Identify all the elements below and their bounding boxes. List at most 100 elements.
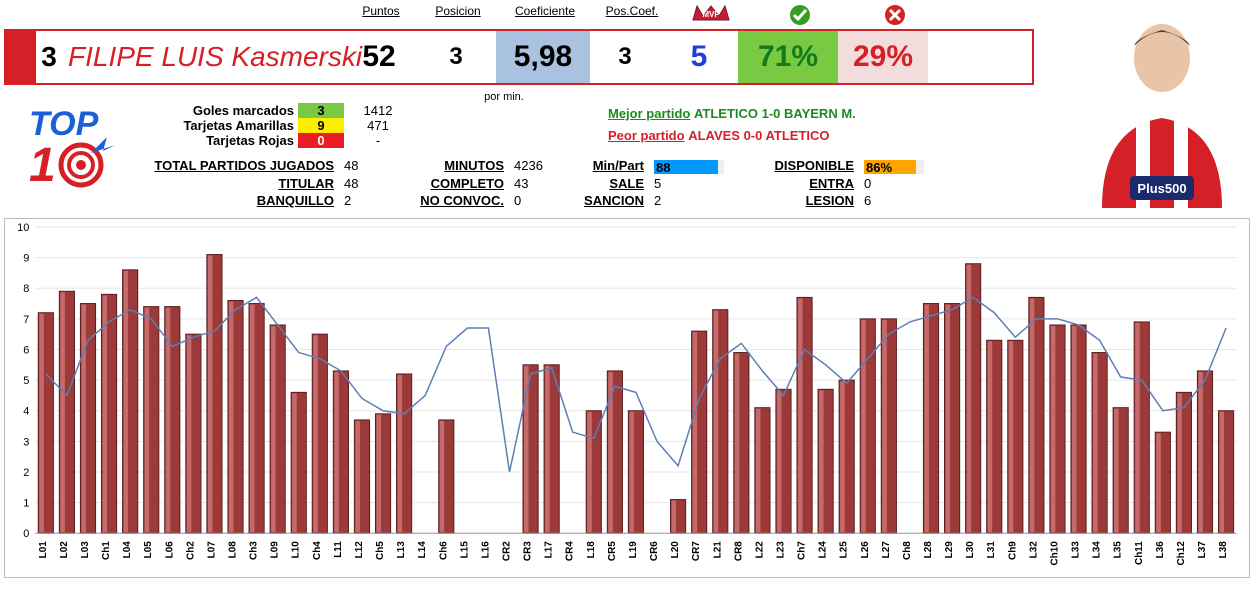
best-label: Mejor partido	[608, 106, 690, 121]
svg-text:L28: L28	[923, 540, 934, 558]
svg-text:6: 6	[23, 344, 29, 356]
totals-grid: TOTAL PARTIDOS JUGADOS48 MINUTOS4236 Min…	[134, 158, 1084, 208]
player-summary-row: 3 FILIPE LUIS Kasmerski 52 3 5,98 3 5 71…	[4, 29, 1034, 85]
header-labels: Puntos Posicion Coeficiente Pos.Coef. MV…	[4, 4, 1250, 29]
rojas-value: 0	[298, 133, 344, 148]
svg-text:CR6: CR6	[649, 540, 660, 560]
svg-text:0: 0	[23, 528, 29, 540]
sancion-v: 2	[654, 193, 734, 208]
svg-text:L34: L34	[1092, 540, 1103, 558]
svg-text:L32: L32	[1028, 540, 1039, 558]
svg-text:L25: L25	[839, 540, 850, 558]
svg-text:L08: L08	[228, 540, 239, 558]
svg-text:L24: L24	[818, 540, 829, 558]
disp-k: DISPONIBLE	[744, 158, 854, 174]
accent-bar	[6, 31, 36, 83]
svg-text:L07: L07	[206, 540, 217, 558]
svg-text:L03: L03	[80, 540, 91, 558]
svg-text:L31: L31	[986, 540, 997, 558]
completo-k: COMPLETO	[384, 176, 504, 191]
svg-text:L36: L36	[1155, 540, 1166, 558]
svg-text:L17: L17	[544, 540, 555, 558]
svg-text:L01: L01	[38, 540, 49, 558]
svg-text:L09: L09	[270, 540, 281, 558]
sale-k: SALE	[554, 176, 644, 191]
svg-text:L33: L33	[1071, 540, 1082, 558]
svg-text:1: 1	[29, 139, 56, 191]
svg-text:L15: L15	[459, 540, 470, 558]
rojas-label: Tarjetas Rojas	[134, 133, 294, 148]
svg-text:L06: L06	[164, 540, 175, 558]
svg-text:Ch11: Ch11	[1134, 540, 1145, 564]
points-value: 52	[342, 31, 416, 83]
svg-text:L27: L27	[881, 540, 892, 558]
ratings-chart: 012345678910L01L02L03Ch1L04L05L06Ch2L07L…	[4, 218, 1250, 578]
hdr-poscoef: Pos.Coef.	[592, 4, 672, 29]
mvp-icon: MVP	[672, 4, 750, 29]
svg-text:CR4: CR4	[565, 540, 576, 560]
sancion-k: SANCION	[554, 193, 644, 208]
svg-text:L38: L38	[1218, 540, 1229, 558]
svg-text:Ch2: Ch2	[185, 540, 196, 559]
svg-text:9: 9	[23, 252, 29, 264]
hdr-puntos: Puntos	[344, 4, 418, 29]
svg-text:L29: L29	[944, 540, 955, 558]
banquillo-k: BANQUILLO	[134, 193, 334, 208]
svg-text:Ch4: Ch4	[312, 540, 323, 559]
svg-text:L12: L12	[354, 540, 365, 558]
banquillo-v: 2	[344, 193, 374, 208]
svg-text:CR5: CR5	[607, 540, 618, 560]
poscoef-value: 3	[590, 31, 660, 83]
permin-header: por min.	[484, 91, 524, 103]
svg-text:1: 1	[23, 497, 29, 509]
svg-text:L23: L23	[775, 540, 786, 558]
sale-v: 5	[654, 176, 734, 191]
worst-value: ALAVES 0-0 ATLETICO	[688, 128, 829, 143]
svg-text:Ch3: Ch3	[249, 540, 260, 559]
player-name: FILIPE LUIS Kasmerski	[62, 31, 342, 83]
entra-v: 0	[864, 176, 924, 191]
shirt-number: 3	[36, 31, 62, 83]
svg-text:L14: L14	[417, 540, 428, 558]
top10-icon: TOP 1	[4, 91, 134, 201]
minutos-v: 4236	[514, 158, 544, 174]
svg-text:Ch10: Ch10	[1049, 540, 1060, 565]
titular-v: 48	[344, 176, 374, 191]
hdr-coef: Coeficiente	[498, 4, 592, 29]
svg-text:3: 3	[23, 436, 29, 448]
check-icon	[750, 4, 850, 29]
coef-value: 5,98	[496, 31, 590, 83]
svg-text:Ch5: Ch5	[375, 540, 386, 559]
svg-text:MVP: MVP	[702, 10, 720, 19]
svg-text:L21: L21	[712, 540, 723, 558]
svg-text:TOP: TOP	[29, 105, 99, 143]
svg-text:Ch9: Ch9	[1007, 540, 1018, 559]
svg-text:7: 7	[23, 313, 29, 325]
completo-v: 43	[514, 176, 544, 191]
svg-text:Ch1: Ch1	[101, 540, 112, 559]
player-photo: Plus500	[1082, 8, 1242, 208]
minpart-bar: 88	[654, 158, 734, 174]
best-value: ATLETICO 1-0 BAYERN M.	[694, 106, 856, 121]
svg-text:L30: L30	[965, 540, 976, 558]
svg-text:Ch7: Ch7	[797, 540, 808, 559]
svg-text:L11: L11	[333, 540, 344, 557]
svg-text:5: 5	[23, 375, 29, 387]
svg-text:L37: L37	[1197, 540, 1208, 558]
goles-permin: 1412	[348, 103, 408, 118]
svg-text:L16: L16	[480, 540, 491, 558]
svg-text:L02: L02	[59, 540, 70, 558]
cross-icon	[850, 4, 940, 29]
titular-k: TITULAR	[134, 176, 334, 191]
svg-text:CR8: CR8	[733, 540, 744, 560]
entra-k: ENTRA	[744, 176, 854, 191]
worst-label: Peor partido	[608, 128, 685, 143]
pct-bad: 29%	[838, 31, 928, 83]
disp-bar: 86%	[864, 158, 924, 174]
noconvoc-v: 0	[514, 193, 544, 208]
svg-text:Ch8: Ch8	[902, 540, 913, 559]
svg-text:Plus500: Plus500	[1137, 181, 1186, 196]
total-k: TOTAL PARTIDOS JUGADOS	[134, 158, 334, 174]
lesion-v: 6	[864, 193, 924, 208]
svg-text:2: 2	[23, 467, 29, 479]
